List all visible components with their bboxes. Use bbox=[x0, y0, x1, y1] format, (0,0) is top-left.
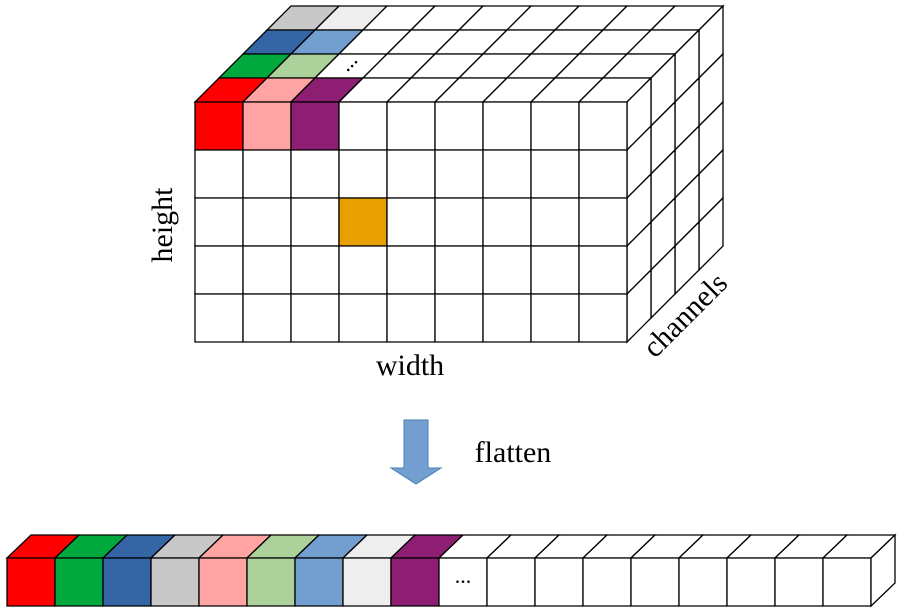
tensor-front-cell bbox=[386, 149, 436, 199]
tensor-front-cell bbox=[338, 293, 388, 343]
vector-cell bbox=[6, 557, 56, 607]
tensor-front-cell bbox=[434, 149, 484, 199]
vector-cell bbox=[102, 557, 152, 607]
tensor-front-cell bbox=[578, 245, 628, 295]
tensor-front-cell bbox=[482, 101, 532, 151]
tensor-front-cell bbox=[386, 293, 436, 343]
tensor-front-cell bbox=[530, 101, 580, 151]
vector-cell bbox=[774, 557, 824, 607]
tensor-front-cell bbox=[434, 197, 484, 247]
tensor-front-cell bbox=[290, 245, 340, 295]
down-arrow-icon bbox=[389, 419, 443, 485]
tensor-front-cell bbox=[242, 293, 292, 343]
tensor-front-cell bbox=[338, 101, 388, 151]
tensor-front-cell bbox=[434, 101, 484, 151]
tensor-front-cell bbox=[578, 197, 628, 247]
vector-cell bbox=[54, 557, 104, 607]
tensor-front-cell bbox=[386, 101, 436, 151]
tensor-front-cell bbox=[530, 197, 580, 247]
tensor-front-cell bbox=[530, 245, 580, 295]
tensor-front-cell bbox=[338, 197, 388, 247]
vector-ellipsis-label: ... bbox=[455, 563, 472, 588]
tensor-front-cell bbox=[434, 245, 484, 295]
tensor-front-cell bbox=[578, 101, 628, 151]
tensor-front-cell bbox=[242, 149, 292, 199]
height-axis-label: height bbox=[146, 187, 179, 263]
tensor-front-cell bbox=[290, 293, 340, 343]
vector-cell bbox=[822, 557, 872, 607]
tensor-front-cell bbox=[434, 293, 484, 343]
tensor-front-cell bbox=[482, 149, 532, 199]
flattened-vector bbox=[5, 533, 897, 608]
tensor-front-cell bbox=[530, 293, 580, 343]
vector-cell bbox=[342, 557, 392, 607]
tensor-front-cell bbox=[242, 101, 292, 151]
tensor-front-cell bbox=[194, 293, 244, 343]
tensor-front-cell bbox=[482, 197, 532, 247]
tensor-front-cell bbox=[386, 197, 436, 247]
tensor-front-cell bbox=[530, 149, 580, 199]
vector-cell bbox=[486, 557, 536, 607]
vector-cell bbox=[150, 557, 200, 607]
tensor-front-cell bbox=[578, 149, 628, 199]
tensor-front-cell bbox=[194, 197, 244, 247]
vector-cell bbox=[294, 557, 344, 607]
3d-feature-tensor bbox=[193, 4, 725, 344]
width-axis-label: width bbox=[376, 349, 444, 382]
vector-cell bbox=[630, 557, 680, 607]
vector-cell bbox=[246, 557, 296, 607]
vector-cell bbox=[390, 557, 440, 607]
tensor-front-cell bbox=[578, 293, 628, 343]
flatten-label: flatten bbox=[475, 436, 552, 469]
tensor-front-cell bbox=[386, 245, 436, 295]
vector-cell bbox=[198, 557, 248, 607]
tensor-front-cell bbox=[194, 101, 244, 151]
tensor-front-cell bbox=[338, 245, 388, 295]
tensor-front-cell bbox=[482, 245, 532, 295]
vector-cell bbox=[534, 557, 584, 607]
vector-cell bbox=[726, 557, 776, 607]
tensor-front-cell bbox=[194, 245, 244, 295]
vector-cell bbox=[582, 557, 632, 607]
tensor-front-cell bbox=[338, 149, 388, 199]
vector-end-cap bbox=[870, 533, 896, 608]
vector-cell bbox=[678, 557, 728, 607]
tensor-front-cell bbox=[242, 197, 292, 247]
tensor-front-cell bbox=[290, 197, 340, 247]
tensor-front-cell bbox=[242, 245, 292, 295]
tensor-front-cell bbox=[290, 149, 340, 199]
tensor-front-cell bbox=[194, 149, 244, 199]
tensor-front-cell bbox=[482, 293, 532, 343]
tensor-front-cell bbox=[290, 101, 340, 151]
